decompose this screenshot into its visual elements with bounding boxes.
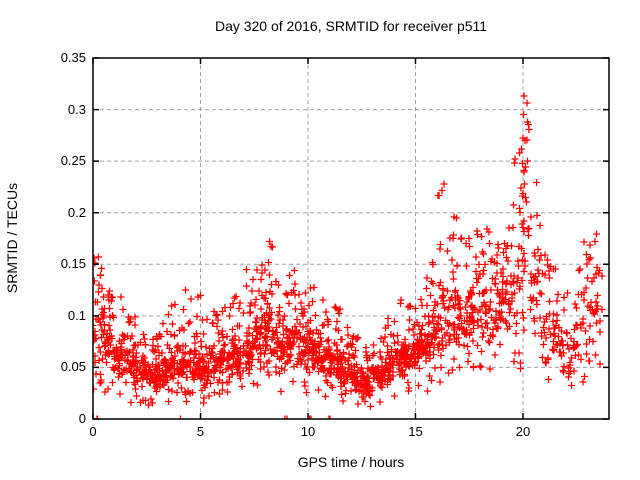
x-tick-label: 10 bbox=[300, 424, 316, 439]
y-tick-label: 0.25 bbox=[60, 153, 86, 169]
x-tick-label: 15 bbox=[408, 424, 423, 439]
y-tick-label: 0.35 bbox=[60, 50, 86, 65]
y-tick-label: 0.05 bbox=[60, 359, 86, 375]
x-tick-label: 0 bbox=[89, 424, 97, 439]
y-tick-label: 0.3 bbox=[67, 101, 86, 117]
scatter-points bbox=[93, 92, 606, 419]
x-axis-title: GPS time / hours bbox=[297, 454, 405, 470]
y-tick-label: 0.15 bbox=[60, 256, 86, 272]
y-tick-label: 0.1 bbox=[67, 307, 86, 323]
x-tick-label: 5 bbox=[196, 424, 205, 439]
chart-title: Day 320 of 2016, SRMTID for receiver p51… bbox=[214, 18, 488, 34]
y-tick-label: 0.2 bbox=[67, 204, 86, 220]
axis-ticks bbox=[92, 57, 609, 420]
x-tick-label: 20 bbox=[515, 424, 531, 439]
plot-frame bbox=[92, 57, 610, 420]
y-tick-label: 0 bbox=[78, 411, 86, 426]
